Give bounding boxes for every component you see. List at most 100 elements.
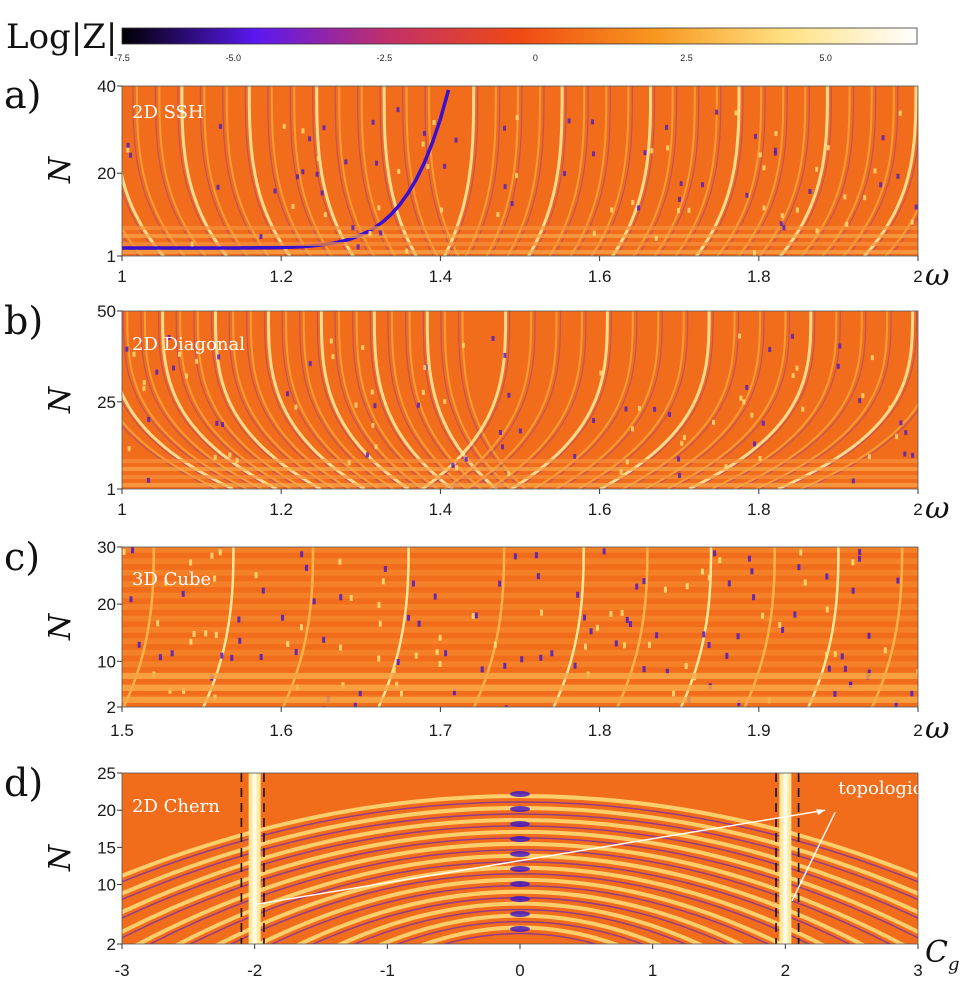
colorbar-tick-label: 0: [533, 53, 538, 63]
heatmap-speck: [137, 641, 141, 648]
x-tick-label: 1.6: [588, 267, 612, 286]
heatmap-speck: [737, 700, 741, 707]
resonance-curve: [679, 547, 713, 707]
heatmap-speck: [677, 196, 681, 202]
heatmap-speck: [301, 128, 305, 134]
heatmap-speck: [172, 365, 176, 371]
heatmap-speck: [520, 656, 524, 663]
heatmap-speck: [642, 578, 646, 585]
panel-label: c): [4, 535, 40, 579]
x-axis-label: ω: [925, 711, 949, 746]
y-tick-label: 40: [97, 77, 116, 96]
annotation-arrow-left: [254, 809, 826, 906]
panel-d: topological d) 2D Chern N Cg -3 -2 -1 0 1 2 3 2 10 15 2…: [4, 761, 960, 980]
heatmap-speck: [125, 346, 129, 352]
heatmap-speck: [281, 614, 285, 621]
heatmap-speck: [177, 351, 181, 357]
heatmap-speck: [464, 456, 468, 462]
annotation-label: topological: [838, 778, 939, 799]
heatmap-speck: [803, 579, 807, 586]
heatmap-speck: [825, 606, 829, 613]
heatmap-speck: [655, 632, 659, 639]
heatmap-speck: [739, 395, 743, 401]
heatmap-speck: [422, 130, 426, 136]
heatmap-speck: [753, 441, 757, 447]
heatmap-speck: [762, 205, 766, 211]
heatmap-speck: [438, 661, 442, 668]
heatmap-speck: [395, 681, 399, 688]
heatmap-speck: [718, 557, 722, 564]
heatmap-row: [122, 581, 918, 587]
heatmap-speck: [687, 207, 691, 213]
heatmap-speck: [338, 558, 342, 565]
heatmap-speck: [610, 207, 614, 213]
heatmap-speck: [826, 145, 830, 151]
heatmap-speck: [501, 444, 505, 450]
heatmap-speck: [858, 548, 862, 555]
heatmap-speck: [301, 169, 305, 175]
center-spot: [510, 851, 530, 857]
heatmap-speck: [888, 405, 892, 411]
y-tick-label: 25: [97, 393, 116, 412]
heatmap-speck: [745, 192, 749, 198]
heatmap-speck: [371, 422, 375, 428]
heatmap-speck: [635, 583, 639, 590]
resonance-curve: [377, 547, 410, 707]
heatmap-speck: [910, 219, 914, 225]
heatmap-speck: [684, 662, 688, 669]
heatmap-speck: [573, 453, 577, 459]
heatmap-speck: [407, 614, 411, 621]
heatmap-speck: [825, 573, 829, 580]
heatmap-speck: [474, 612, 478, 619]
heatmap-speck: [126, 142, 130, 148]
colorbar: Log|Z| -7.5 -5.0 -2.5 0 2.5 5.0: [6, 17, 918, 63]
heatmap-speck: [843, 665, 847, 672]
y-tick-label: 10: [97, 652, 116, 671]
heatmap-speck: [591, 119, 595, 125]
y-axis-label: N: [43, 612, 78, 641]
center-spot: [510, 866, 530, 872]
x-tick-label: 1: [117, 267, 126, 286]
heatmap-speck: [715, 109, 719, 115]
heatmap-row: [122, 592, 918, 599]
heatmap-speck: [480, 666, 484, 673]
heatmap-speck: [750, 568, 754, 575]
heatmap-speck: [132, 351, 136, 357]
heatmap-speck: [666, 145, 670, 151]
center-spot: [510, 926, 530, 932]
colorbar-ticks: -7.5 -5.0 -2.5 0 2.5 5.0: [114, 53, 832, 63]
heatmap-speck: [347, 460, 351, 466]
heatmap-speck: [378, 620, 382, 627]
arrowhead: [816, 809, 826, 816]
heatmap-speck: [773, 150, 777, 156]
heatmap-row: [122, 604, 918, 610]
heatmap-speck: [371, 119, 375, 125]
heatmap-speck: [752, 594, 756, 601]
x-tick-label: 0: [515, 961, 524, 980]
x-axis-label: ω: [925, 258, 949, 293]
x-tick-label: 2: [913, 721, 922, 740]
heatmap-speck: [665, 124, 669, 130]
heatmap-row: [122, 226, 918, 230]
heatmap-area: [122, 773, 918, 944]
heatmap-speck: [374, 444, 378, 450]
heatmap-speck: [873, 168, 877, 174]
heatmap-speck: [259, 653, 263, 660]
x-tick-label: 1.4: [429, 500, 453, 519]
resonance-curve: [281, 547, 315, 707]
x-tick-label: 1.2: [269, 500, 293, 519]
x-tick-label: -2: [247, 961, 262, 980]
heatmap-area: [122, 311, 918, 489]
heatmap-row: [122, 547, 918, 553]
heatmap-speck: [637, 405, 641, 411]
heatmap-speck: [405, 248, 409, 254]
y-tick-label: 1: [107, 480, 116, 499]
heatmap-speck: [142, 379, 146, 385]
heatmap-speck: [797, 564, 801, 571]
heatmap-speck: [778, 621, 782, 628]
y-axis-label: N: [43, 155, 78, 184]
heatmap-speck: [827, 665, 831, 672]
heatmap-speck: [761, 612, 765, 619]
panel-a: a) 2D SSH Nω 1 1.2 1.4 1.6 1.8 2 1 20 40: [4, 73, 949, 293]
